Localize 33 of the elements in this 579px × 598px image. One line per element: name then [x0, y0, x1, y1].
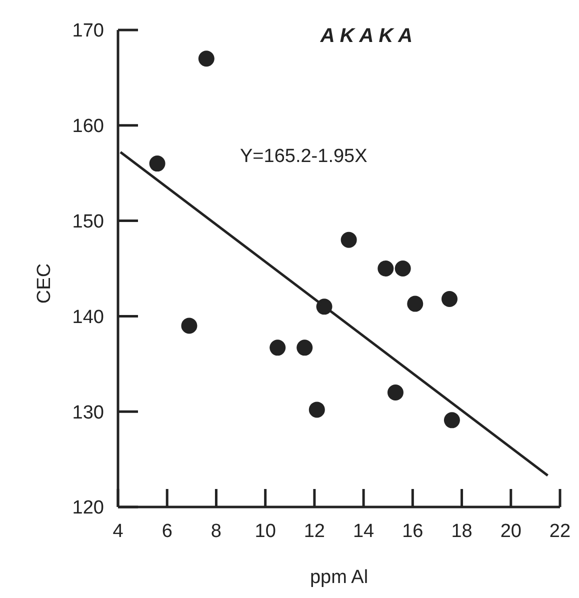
point: [198, 50, 214, 67]
x-tick-label: 14: [352, 521, 375, 542]
x-tick-label: 22: [549, 521, 571, 542]
y-tick-label: 140: [72, 306, 104, 328]
point: [308, 402, 325, 418]
x-tick-label: 16: [402, 521, 424, 542]
x-tick-label: 18: [451, 521, 472, 542]
x-tick-label: 8: [210, 521, 222, 542]
x-tick-label: 10: [254, 521, 276, 542]
annotation: Y=165.2-1.95X: [240, 146, 368, 167]
point: [407, 296, 424, 312]
point: [340, 232, 357, 248]
y-tick-label: 120: [72, 498, 104, 519]
point: [394, 260, 411, 276]
x-axis-title: ppm Al: [310, 567, 368, 588]
point: [444, 412, 460, 428]
point: [442, 291, 458, 308]
point: [387, 384, 404, 401]
point: [270, 340, 286, 356]
x-tick-label: 20: [500, 521, 522, 542]
x-tick-label: 6: [162, 521, 172, 542]
y-tick-label: 170: [72, 20, 104, 42]
y-tick-label: 130: [72, 402, 104, 424]
point: [296, 340, 313, 356]
point: [181, 318, 198, 334]
x-tick-label: 4: [112, 521, 124, 542]
x-tick-label: 12: [304, 521, 326, 542]
point: [378, 260, 394, 276]
chart-title: AKAKA: [319, 25, 418, 47]
point: [149, 156, 166, 172]
y-tick-label: 150: [72, 211, 104, 232]
y-axis-title: CEC: [34, 263, 55, 304]
y-tick-label: 160: [72, 116, 104, 138]
